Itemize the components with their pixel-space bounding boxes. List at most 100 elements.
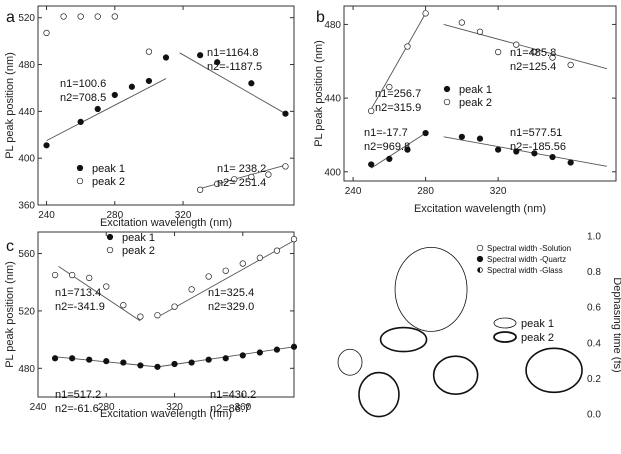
fit-annotation: n1=100.6 <box>60 78 106 90</box>
data-point <box>265 171 272 178</box>
cluster-ellipse <box>525 347 583 394</box>
fit-annotation: n2=-341.9 <box>55 301 105 313</box>
fit-line <box>179 52 286 115</box>
legend-marker <box>443 85 451 93</box>
data-point <box>154 312 161 319</box>
data-point <box>171 360 178 368</box>
legend-entry: peak 1 <box>122 232 155 244</box>
data-point <box>111 91 118 99</box>
data-point <box>290 343 298 350</box>
data-point <box>51 355 59 362</box>
x-tick-label: 320 <box>166 402 183 413</box>
y-axis-label: PL peak position (nm) <box>313 40 325 147</box>
y-tick-label: 480 <box>324 20 341 31</box>
fit-annotation: n2=315.9 <box>375 102 421 114</box>
panel-d: 0.0 0.2 0.4 0.6 0.8 1.0 Dephasing time (fs) Spe… <box>337 232 621 421</box>
y-axis-label: PL peak position (nm) <box>4 261 16 368</box>
data-point <box>214 180 221 188</box>
y-tick-label: 560 <box>18 249 35 260</box>
data-point <box>290 236 298 243</box>
data-point <box>51 271 59 279</box>
data-point <box>222 267 229 274</box>
fit-annotation: n2=86.7 <box>210 403 250 415</box>
x-axis-label: Excitation wavelength (nm) <box>100 217 232 229</box>
legend-entry: peak 2 <box>92 176 125 188</box>
x-tick-label: 240 <box>30 402 47 413</box>
data-point <box>69 355 76 362</box>
y-tick-label: 400 <box>18 154 35 165</box>
data-point <box>231 176 238 183</box>
y-tick-label: 360 <box>18 201 35 212</box>
fit-annotation: n2=-185.56 <box>510 141 566 153</box>
y-tick-label: 480 <box>18 364 35 375</box>
legend-marker <box>76 177 84 185</box>
data-point <box>248 80 255 87</box>
data-point <box>513 148 520 155</box>
data-point <box>196 186 204 193</box>
fit-annotation: n2=329.0 <box>208 301 254 313</box>
legend-marker <box>106 246 114 254</box>
data-point <box>197 52 204 59</box>
data-point <box>239 260 246 267</box>
fit-annotation: n2=-1187.5 <box>207 61 262 73</box>
x-tick-label: 280 <box>106 210 123 221</box>
y2-tick-label: 0.2 <box>587 374 601 385</box>
data-point <box>248 173 255 181</box>
data-point <box>188 359 195 366</box>
x-tick-label: 280 <box>417 186 434 197</box>
data-point <box>214 59 221 66</box>
fit-annotation: n2=-61.6 <box>55 403 99 415</box>
legend-entry: Spectral width -Quartz <box>487 255 566 264</box>
legend-marker <box>76 164 84 172</box>
legend-entry: peak 2 <box>122 245 155 257</box>
data-point <box>111 13 118 20</box>
data-point <box>222 355 229 362</box>
legend-entry: peak 1 <box>459 84 492 96</box>
data-point <box>162 54 170 61</box>
panel-c: c 240 280 320 360 480 520 560 Excitation wavelen… <box>4 231 298 420</box>
legend-entry: Spectral width -Solution <box>487 244 571 253</box>
y2-tick-label: 0.6 <box>587 303 601 314</box>
data-point <box>273 247 281 254</box>
panel-b: b 240 280 320 400 440 480 Excitation wavelength… <box>313 5 617 215</box>
data-point <box>549 153 556 161</box>
y2-tick-label: 1.0 <box>587 232 601 243</box>
data-point <box>103 358 110 365</box>
legend-cluster-marker <box>493 317 517 329</box>
data-point <box>86 274 93 282</box>
x-tick-label: 240 <box>38 210 55 221</box>
data-point <box>205 273 212 280</box>
plot-frame <box>37 5 295 206</box>
legend-marker <box>476 244 484 252</box>
data-point <box>273 346 281 353</box>
fit-annotation: n1=325.4 <box>208 287 254 299</box>
y-tick-label: 400 <box>324 167 341 178</box>
fit-annotation: n1=-17.7 <box>364 127 408 139</box>
data-point <box>171 303 178 310</box>
data-point <box>531 48 538 56</box>
data-point <box>68 271 76 279</box>
cluster-ellipse <box>358 371 400 418</box>
data-point <box>386 155 393 162</box>
data-point <box>94 13 101 20</box>
data-point <box>404 43 411 50</box>
x-tick-label: 240 <box>345 186 362 197</box>
legend-entry: peak 1 <box>521 318 554 330</box>
y-tick-label: 480 <box>18 60 35 71</box>
data-point <box>567 159 574 166</box>
cluster-ellipse <box>394 246 468 332</box>
data-point <box>188 286 195 293</box>
fit-line <box>160 240 295 316</box>
fit-line <box>46 78 167 142</box>
x-tick-label: 320 <box>175 210 192 221</box>
cluster-ellipse <box>379 326 428 353</box>
legend-entry: peak 1 <box>92 163 125 175</box>
panel-label: b <box>316 9 325 26</box>
legend-entry: peak 2 <box>459 97 492 109</box>
x-tick-label: 360 <box>234 402 251 413</box>
data-point <box>60 13 67 20</box>
data-point <box>567 61 574 69</box>
legend-marker <box>476 255 484 263</box>
fit-annotation: n1=430.2 <box>210 389 256 401</box>
y-axis-label: PL peak position (nm) <box>4 52 16 159</box>
